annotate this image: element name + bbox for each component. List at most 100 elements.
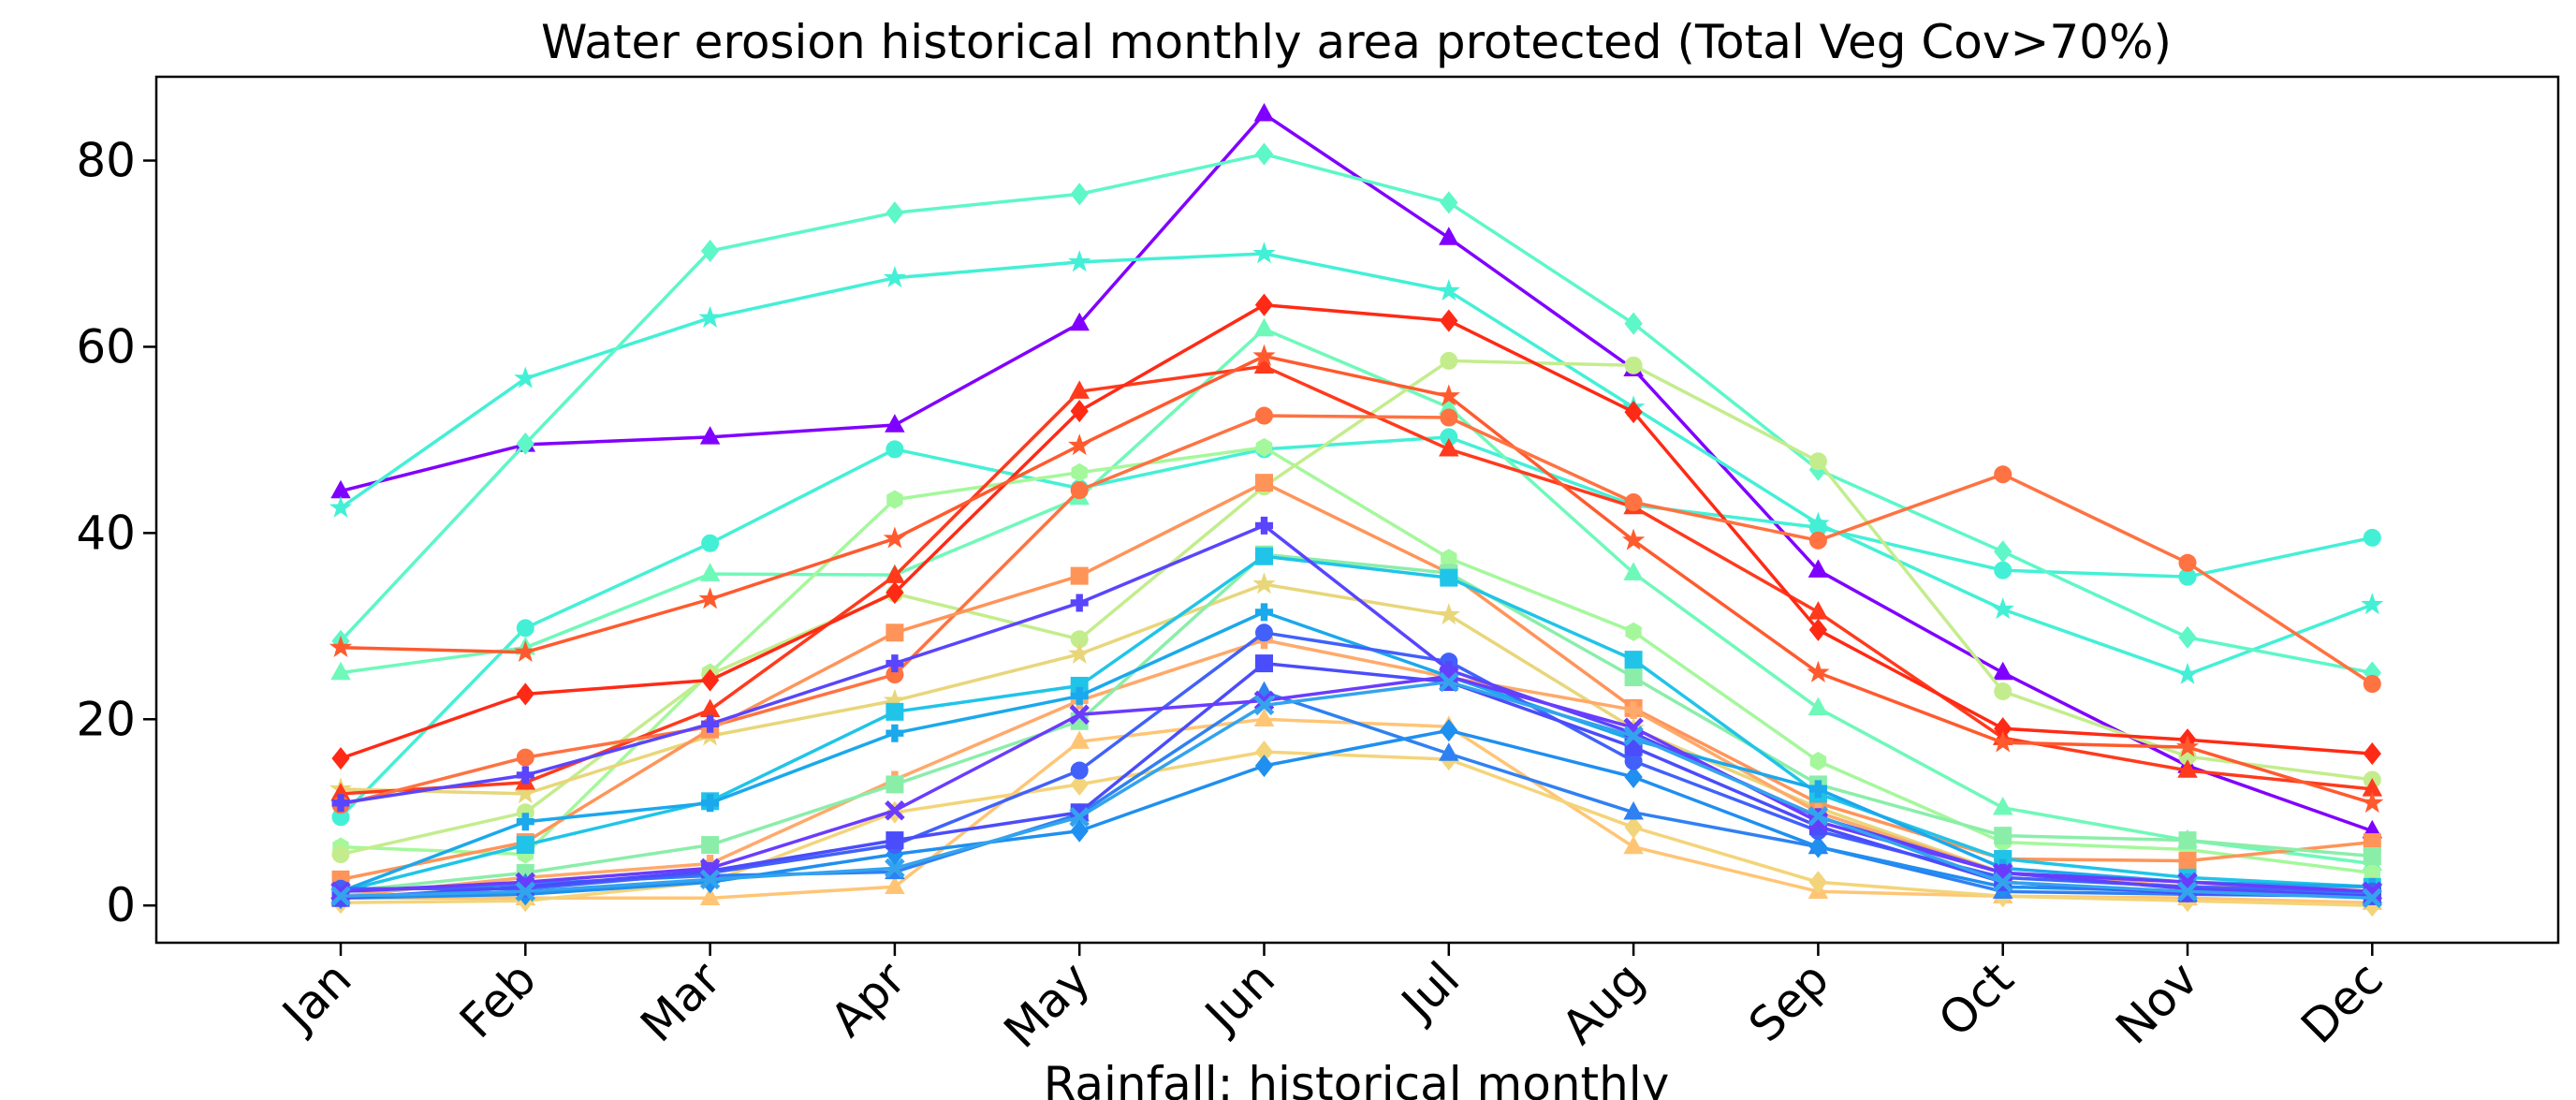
- data-point: [1623, 562, 1644, 580]
- x-tick-label: Sep: [1738, 951, 1839, 1052]
- data-point: [1255, 603, 1273, 622]
- data-point: [1808, 697, 1829, 716]
- data-point: [701, 794, 720, 813]
- data-point: [1440, 719, 1458, 742]
- data-point: [700, 668, 720, 692]
- data-point: [1440, 191, 1458, 214]
- series-line: [339, 252, 2373, 677]
- series-line: [340, 446, 2373, 875]
- data-point: [1808, 871, 1828, 894]
- data-point: [1992, 796, 2013, 815]
- data-point: [1624, 765, 1643, 789]
- data-point: [886, 490, 903, 509]
- data-point: [1808, 780, 1827, 799]
- data-point: [516, 619, 534, 638]
- data-point: [1808, 531, 1827, 550]
- data-point: [1808, 835, 1828, 858]
- data-point: [1809, 752, 1827, 771]
- data-point: [2175, 662, 2200, 684]
- data-point: [2178, 851, 2197, 870]
- data-point: [699, 869, 721, 890]
- series-line: [340, 728, 2373, 901]
- data-point: [1439, 742, 1459, 761]
- data-point: [330, 661, 351, 681]
- data-point: [1252, 344, 1276, 366]
- data-point: [1439, 227, 1459, 245]
- data-point: [1253, 355, 1275, 374]
- data-point: [1070, 183, 1089, 206]
- data-point: [1624, 815, 1643, 839]
- data-point: [1623, 800, 1644, 820]
- data-point: [2363, 674, 2381, 693]
- data-point: [330, 886, 351, 907]
- data-point: [1255, 654, 1273, 673]
- data-point: [2178, 831, 2197, 850]
- data-point: [885, 414, 905, 433]
- data-point: [1625, 622, 1642, 641]
- data-point: [883, 266, 907, 288]
- data-point: [1070, 566, 1089, 585]
- data-point: [1255, 547, 1273, 565]
- data-point: [514, 782, 537, 804]
- data-point: [699, 426, 721, 445]
- data-point: [1255, 406, 1273, 425]
- series-5: [330, 317, 2383, 872]
- data-point: [1070, 400, 1089, 423]
- data-point: [1255, 437, 1273, 457]
- data-point: [1069, 806, 1090, 828]
- data-point: [1252, 572, 1276, 594]
- data-point: [1069, 312, 1090, 331]
- x-tick-label: Nov: [2105, 951, 2208, 1054]
- x-tick-label: Jul: [1389, 951, 1470, 1032]
- series-line: [340, 554, 2373, 893]
- x-tick-label: Oct: [1928, 951, 2024, 1047]
- data-point: [1992, 661, 2013, 681]
- data-point: [516, 836, 534, 855]
- series-line: [340, 112, 2373, 833]
- data-point: [699, 887, 721, 905]
- data-point: [2363, 528, 2381, 547]
- data-point: [516, 432, 534, 455]
- data-point: [516, 682, 534, 706]
- data-point: [886, 831, 904, 850]
- data-point: [1437, 603, 1460, 625]
- data-point: [701, 714, 720, 733]
- series-line: [340, 327, 2373, 866]
- data-point: [1069, 730, 1090, 749]
- data-point: [883, 526, 907, 549]
- series-line: [340, 302, 2373, 760]
- data-point: [885, 858, 905, 879]
- data-point: [516, 813, 534, 831]
- series-3: [329, 242, 2384, 684]
- x-axis-label: Rainfall: historical monthly: [1044, 1057, 1670, 1100]
- data-point: [1624, 651, 1643, 669]
- y-tick-label: 0: [106, 878, 136, 932]
- data-point: [1071, 462, 1088, 482]
- x-tick-label: Dec: [2291, 951, 2393, 1053]
- data-point: [1255, 474, 1273, 492]
- series-line: [340, 480, 2373, 882]
- data-point: [1808, 805, 1829, 827]
- data-point: [1440, 408, 1458, 427]
- data-point: [1807, 511, 1830, 534]
- x-tick-label: Apr: [820, 951, 915, 1047]
- data-point: [1070, 594, 1089, 612]
- data-point: [1255, 623, 1273, 642]
- series-line: [340, 354, 2373, 805]
- data-point: [515, 881, 536, 902]
- data-point: [1624, 312, 1643, 335]
- data-point: [1437, 278, 1460, 301]
- series-line: [341, 631, 2373, 894]
- data-point: [1068, 433, 1091, 456]
- x-tick-label: Jan: [271, 951, 362, 1043]
- data-point: [2362, 887, 2383, 909]
- data-point: [1437, 384, 1460, 406]
- data-point: [2177, 759, 2198, 778]
- data-point: [1439, 671, 1459, 693]
- data-point: [2175, 735, 2200, 757]
- data-point: [1994, 540, 2012, 564]
- data-point: [329, 495, 353, 518]
- series-11: [329, 344, 2384, 814]
- data-point: [1807, 660, 1830, 682]
